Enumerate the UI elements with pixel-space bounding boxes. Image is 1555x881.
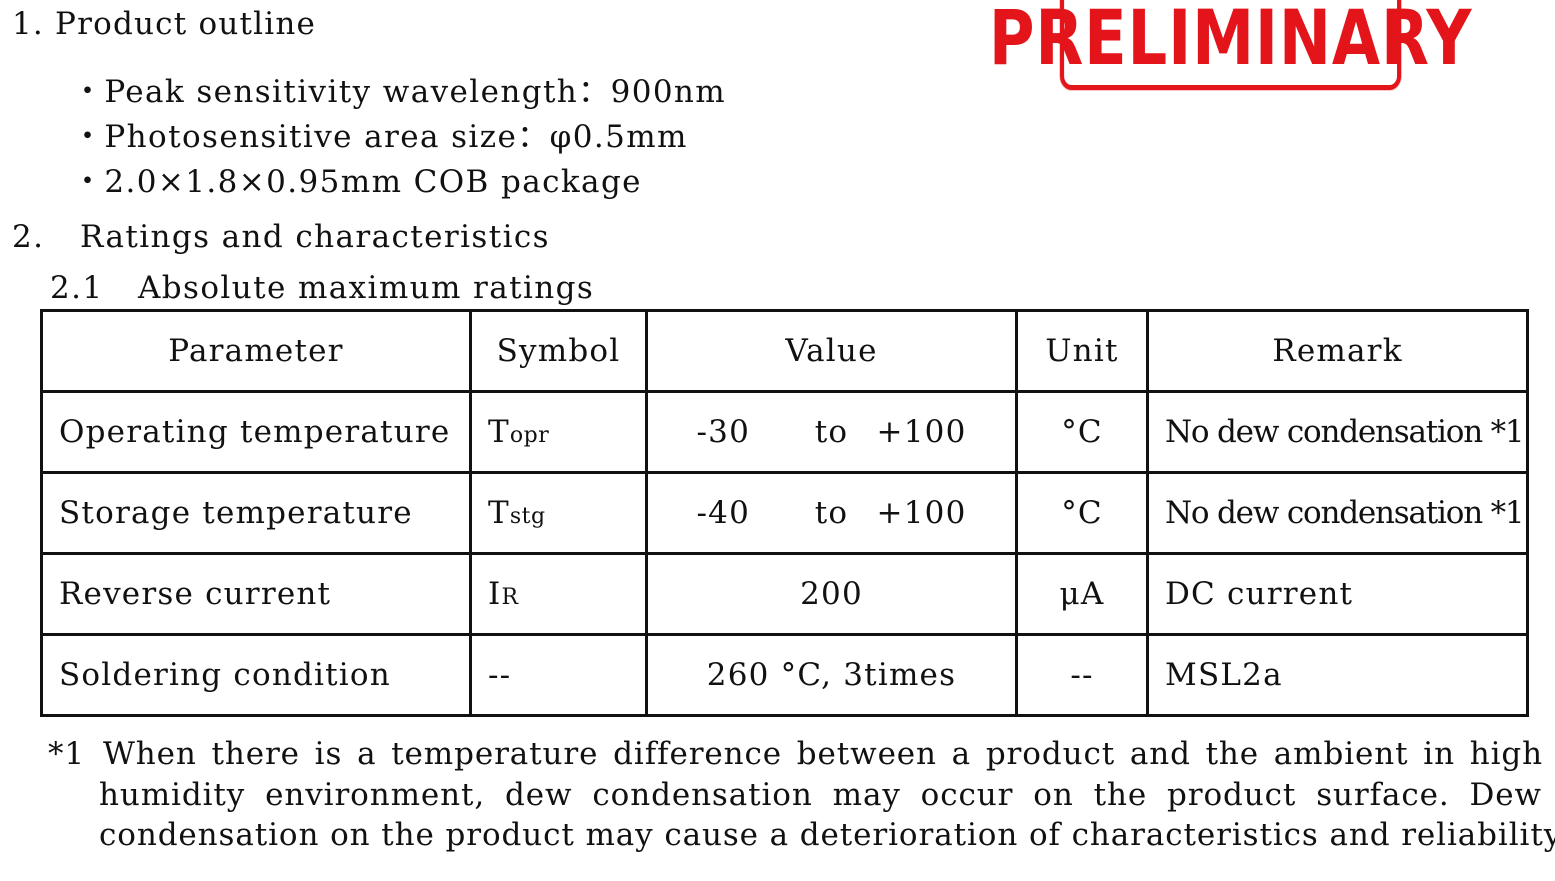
table-row: Reverse current IR 200 μA DC current [40,552,1529,636]
symbol-subscript: stg [509,504,546,529]
table-header-row: Parameter Symbol Value Unit Remark [40,309,1529,393]
symbol-cell: Topr [469,390,648,474]
list-item: ・Photosensitive area size：φ0.5mm [72,119,688,155]
section-2-title: Ratings and characteristics [80,219,550,255]
parameter-cell: Storage temperature [40,471,472,555]
header-symbol: Symbol [469,309,648,393]
table-row: Operating temperature Topr -30 to +100 °C … [40,390,1529,474]
remark-cell: DC current [1146,552,1529,636]
symbol-subscript: R [501,585,519,610]
symbol-main: T [488,414,510,450]
value-max: +100 [876,495,967,531]
list-item: ・2.0×1.8×0.95mm COB package [72,164,642,200]
parameter-cell: Reverse current [40,552,472,636]
value-cell: 260 °C, 3times [645,633,1018,717]
value-cell: -30 to +100 [645,390,1018,474]
section-2-number: 2. [12,219,45,255]
preliminary-stamp: PRELIMINARY [989,0,1471,90]
list-item: ・Peak sensitivity wavelength：900nm [72,74,727,110]
value-to: to [814,414,849,450]
value-max: +100 [876,414,967,450]
value-cell: 200 [645,552,1018,636]
header-remark: Remark [1146,309,1529,393]
footnote-line: When there is a temperature difference b… [103,736,1543,772]
header-unit: Unit [1015,309,1149,393]
value-cell: -40 to +100 [645,471,1018,555]
footnote-marker: *1 [48,736,86,772]
value-min: -40 [696,495,751,531]
remark-cell: No dew condensation *1 [1146,471,1529,555]
symbol-subscript: opr [509,423,550,448]
footnote-line: humidity environment, dew condensation m… [99,777,1542,813]
remark-cell: No dew condensation *1 [1146,390,1529,474]
value-min: -30 [696,414,751,450]
remark-cell: MSL2a [1146,633,1529,717]
subsection-title: Absolute maximum ratings [138,270,595,306]
unit-cell: °C [1015,390,1149,474]
symbol-cell: Tstg [469,471,648,555]
header-parameter: Parameter [40,309,472,393]
value-to: to [814,495,849,531]
unit-cell: μA [1015,552,1149,636]
parameter-cell: Soldering condition [40,633,472,717]
section-1-title: 1. Product outline [12,6,317,42]
header-value: Value [645,309,1018,393]
symbol-cell: -- [469,633,648,717]
symbol-main: I [488,576,502,612]
absolute-maximum-ratings-table: Parameter Symbol Value Unit Remark Opera… [40,309,1529,717]
parameter-cell: Operating temperature [40,390,472,474]
footnote-line: condensation on the product may cause a … [99,817,1555,853]
subsection-number: 2.1 [50,270,104,306]
symbol-main: T [488,495,510,531]
unit-cell: °C [1015,471,1149,555]
unit-cell: -- [1015,633,1149,717]
table-row: Soldering condition -- 260 °C, 3times --… [40,633,1529,717]
table-row: Storage temperature Tstg -40 to +100 °C No… [40,471,1529,555]
symbol-cell: IR [469,552,648,636]
